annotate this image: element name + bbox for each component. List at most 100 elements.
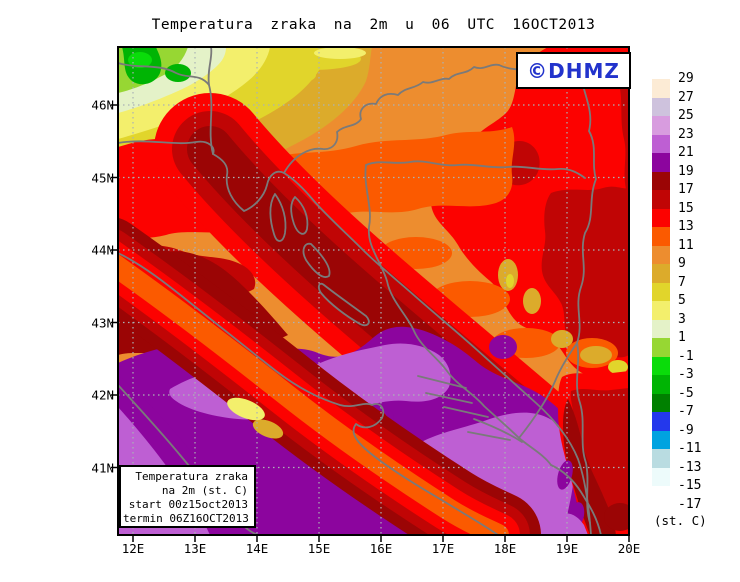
- lat-axis-label: 44N: [91, 242, 114, 258]
- coastline: [118, 140, 592, 535]
- legend-label: 21: [678, 144, 694, 160]
- country-border: [365, 160, 586, 179]
- dhmz-watermark-box: ©DHMZ: [516, 52, 631, 89]
- forecast-info-box: Temperatura zraka na 2m (st. C) start 00…: [119, 465, 256, 528]
- lon-axis-label: 16E: [369, 541, 393, 556]
- legend-swatch: [652, 356, 670, 375]
- legend-swatch: [652, 375, 670, 394]
- legend-swatch: [652, 97, 670, 116]
- fill-region: [489, 335, 517, 359]
- legend-swatch: [652, 134, 670, 153]
- legend-swatch: [652, 301, 670, 320]
- legend-label: -3: [678, 366, 694, 382]
- lon-axis-label: 14E: [245, 541, 269, 556]
- legend-swatch: [652, 412, 670, 431]
- lat-axis-label: 43N: [91, 315, 114, 330]
- legend-swatch: [652, 227, 670, 246]
- lon-axis-label: 19E: [555, 541, 579, 556]
- graticule: [118, 47, 629, 535]
- axis-ticks: [111, 104, 630, 542]
- info-line: start 00z15oct2013: [128, 498, 248, 511]
- fill-region: [618, 81, 629, 190]
- island-outline: [302, 242, 331, 278]
- lon-axis-label: 18E: [493, 541, 517, 556]
- legend-swatch: [652, 79, 670, 98]
- lat-axis-label: 42N: [91, 387, 114, 403]
- legend-label: -9: [678, 422, 694, 438]
- legend-label: 5: [678, 292, 686, 308]
- country-border: [576, 72, 597, 524]
- map-frame: [117, 46, 630, 536]
- legend-label: 1: [678, 329, 686, 345]
- legend-swatch: [652, 319, 670, 338]
- italy-band: [118, 253, 509, 535]
- legend-swatch: [652, 467, 670, 486]
- info-line: Temperatura zraka: [135, 470, 248, 483]
- country-border: [118, 62, 210, 86]
- lon-axis-label: 17E: [431, 541, 455, 556]
- legend-label: -5: [678, 385, 694, 401]
- fill-region: [551, 330, 573, 348]
- info-line: na 2m (st. C): [161, 484, 248, 497]
- fill-region: [252, 419, 284, 439]
- legend-swatch: [652, 153, 670, 172]
- legend-swatch: [652, 264, 670, 283]
- legend-label: 19: [678, 163, 694, 179]
- legend-label: -7: [678, 403, 694, 419]
- country-border: [518, 342, 578, 439]
- fill-region: [227, 397, 265, 421]
- country-border: [364, 164, 552, 466]
- fill-region: [506, 274, 514, 288]
- lon-axis-label: 13E: [183, 541, 207, 556]
- legend-label: -17: [678, 496, 702, 512]
- lon-axis-label: 15E: [307, 541, 331, 556]
- legend-swatch: [652, 486, 670, 505]
- legend-unit-label: (st. C): [654, 513, 707, 528]
- legend-label: 7: [678, 274, 686, 290]
- legend-label: 15: [678, 200, 694, 216]
- lon-axis-label: 20E: [617, 541, 641, 556]
- coastline: [550, 464, 602, 535]
- info-line: termin 06Z16OCT2013: [123, 512, 249, 525]
- fill-region: [604, 503, 629, 531]
- legend-label: -15: [678, 477, 702, 493]
- fill-region: [580, 346, 612, 364]
- legend-label: 9: [678, 255, 686, 271]
- legend-label: 25: [678, 107, 694, 123]
- legend-label: -1: [678, 348, 694, 364]
- lat-axis-label: 45N: [91, 170, 114, 185]
- legend-swatch: [652, 430, 670, 449]
- fill-region: [541, 186, 629, 359]
- dhmz-logo-text: ©DHMZ: [527, 58, 620, 83]
- legend-label: -13: [678, 459, 702, 475]
- island-outline: [290, 196, 309, 235]
- legend-label: 17: [678, 181, 694, 197]
- island-outline: [269, 193, 287, 242]
- legend-label: 11: [678, 237, 694, 253]
- legend-label: 29: [678, 70, 694, 86]
- country-border: [283, 63, 500, 174]
- lat-axis-label: 46N: [91, 97, 114, 113]
- legend-label: 13: [678, 218, 694, 234]
- fill-region: [128, 52, 152, 68]
- fill-region: [548, 513, 588, 535]
- page-title: Temperatura zraka na 2m u 06 UTC 16OCT20…: [151, 17, 596, 33]
- fill-region: [523, 288, 541, 314]
- coastline: [118, 252, 499, 535]
- island-outline: [317, 282, 370, 327]
- legend-swatch: [652, 449, 670, 468]
- island-outline: [417, 375, 467, 389]
- legend-swatch: [652, 282, 670, 301]
- fill-region: [608, 360, 628, 374]
- legend-swatch: [652, 245, 670, 264]
- island-outline: [473, 418, 523, 443]
- lat-axis-label: 41N: [91, 460, 114, 475]
- legend-swatch: [652, 116, 670, 135]
- contour-fills: [118, 47, 629, 535]
- fill-region: [314, 47, 366, 59]
- island-outline: [467, 431, 511, 441]
- fill-region: [570, 388, 629, 520]
- temperature-map: [111, 46, 630, 542]
- legend-label: 23: [678, 126, 694, 142]
